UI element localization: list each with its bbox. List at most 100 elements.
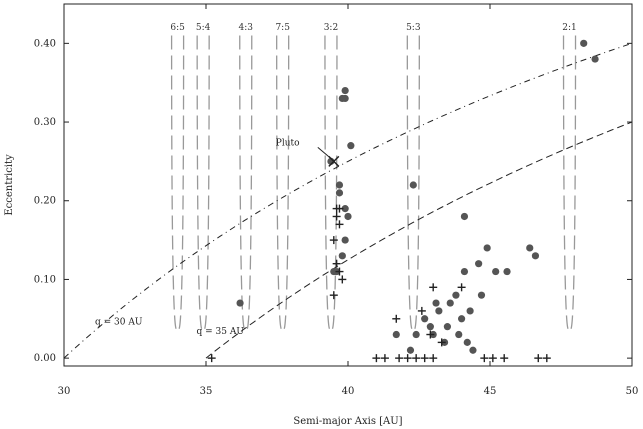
data-point-circle — [338, 94, 346, 103]
data-point-plus — [542, 354, 551, 363]
data-point-plus — [403, 354, 412, 363]
data-point-circle — [236, 299, 244, 307]
perihelion-lines: q = 30 AU q = 35 AU — [63, 42, 633, 359]
data-point-plus — [426, 330, 435, 339]
x-tick-label: 40 — [342, 386, 355, 397]
resonance-label: 2:1 — [562, 23, 576, 33]
pluto-annotation: Pluto — [276, 138, 340, 167]
data-point-circle — [435, 307, 443, 315]
data-point-circle — [477, 291, 486, 299]
resonance-label: 6:5 — [170, 23, 185, 33]
data-point-plus — [380, 354, 389, 363]
data-point-circle — [446, 299, 454, 307]
x-axis-title: Semi-major Axis [AU] — [293, 416, 402, 427]
x-tick-label: 45 — [484, 386, 497, 397]
perihelion-line — [63, 42, 633, 359]
data-point-circle — [452, 291, 460, 299]
data-point-circle — [409, 181, 417, 189]
resonance-line — [406, 35, 413, 330]
resonance-label: 5:4 — [196, 23, 211, 33]
resonance-line — [331, 35, 338, 330]
perihelion-line — [205, 121, 633, 359]
data-point-circle — [347, 142, 355, 150]
resonance-label: 3:2 — [324, 23, 338, 33]
data-point-plus — [395, 354, 404, 363]
y-axis-title: Eccentricity — [4, 154, 15, 216]
data-point-circle — [492, 267, 500, 276]
data-point-plus — [420, 354, 429, 363]
data-point-circle — [580, 39, 588, 47]
data-point-circle — [426, 323, 434, 331]
y-tick-label: 0.00 — [34, 353, 56, 364]
data-point-plus — [372, 354, 381, 363]
data-point-plus — [332, 259, 341, 268]
data-point-circle — [591, 55, 599, 63]
y-tick-label: 0.20 — [34, 196, 56, 207]
data-point-circle — [466, 307, 474, 315]
data-point-plus — [329, 291, 338, 300]
data-point-circle — [421, 315, 429, 323]
data-point-circle — [335, 181, 344, 189]
data-point-plus — [480, 354, 489, 363]
data-point-circle — [412, 330, 420, 339]
x-tick-label: 50 — [626, 386, 639, 397]
resonance-line — [276, 35, 282, 330]
data-point-circle — [341, 86, 349, 95]
data-point-plus — [457, 283, 466, 292]
data-point-circle — [330, 267, 338, 276]
data-point-circle — [526, 244, 534, 252]
resonance-lines: 6:5 5:4 4:3 7:5 3:2 5:3 2:1 — [170, 23, 577, 330]
data-point-plus — [335, 204, 344, 213]
resonance-line — [196, 35, 203, 330]
data-point-circle — [458, 315, 466, 323]
data-point-circle — [432, 299, 440, 307]
x-ticks: 30 35 40 45 50 — [58, 4, 639, 397]
resonance-line — [283, 35, 290, 330]
data-point-circle — [443, 323, 451, 331]
data-point-plus — [335, 220, 344, 229]
data-point-plus — [332, 212, 341, 221]
resonance-label: 7:5 — [275, 23, 290, 33]
y-ticks: 0.00 0.10 0.20 0.30 0.40 — [34, 38, 632, 364]
data-point-circle — [406, 346, 415, 354]
data-point-plus — [417, 306, 426, 315]
data-point-circle — [392, 330, 400, 339]
data-point-plus — [437, 338, 446, 347]
pluto-arrow — [317, 147, 332, 159]
x-tick-label: 30 — [58, 386, 71, 397]
pluto-label: Pluto — [276, 138, 300, 148]
data-point-plus — [338, 275, 347, 284]
y-tick-label: 0.40 — [34, 38, 56, 49]
data-point-plus — [207, 354, 216, 363]
data-point-plus — [429, 354, 438, 363]
data-point-circle — [335, 189, 344, 197]
y-tick-label: 0.10 — [34, 274, 56, 285]
data-point-plus — [335, 267, 344, 276]
resonance-label: 4:3 — [239, 23, 254, 33]
data-point-circle — [341, 236, 349, 244]
data-point-circle — [341, 205, 349, 213]
data-point-circle — [503, 267, 511, 276]
y-tick-label: 0.30 — [34, 117, 56, 128]
perihelion-label: q = 35 AU — [197, 327, 245, 337]
data-point-circle — [531, 252, 540, 260]
resonance-line — [170, 35, 177, 330]
data-point-plus — [412, 354, 421, 363]
data-point-circle — [463, 338, 471, 346]
resonance-line — [204, 35, 210, 330]
resonance-line — [239, 35, 245, 330]
resonance-line — [562, 35, 569, 330]
data-point-plus — [488, 354, 497, 363]
data-point-circle — [338, 252, 346, 260]
plot-frame — [63, 3, 633, 367]
data-point-plus — [534, 354, 543, 363]
x-tick-label: 35 — [200, 386, 213, 397]
data-point-circle — [460, 267, 469, 276]
perihelion-label: q = 30 AU — [95, 318, 143, 328]
resonance-line — [246, 35, 253, 330]
resonance-line — [570, 35, 577, 330]
data-point-plus — [500, 354, 509, 363]
data-point-circle — [483, 244, 491, 252]
data-point-plus — [329, 236, 338, 245]
